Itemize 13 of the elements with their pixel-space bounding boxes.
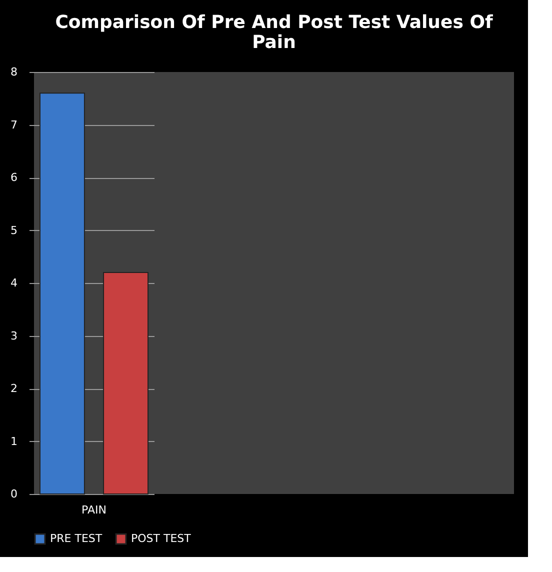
y-tick-label: 5 [10,224,18,237]
y-tick-label: 4 [10,276,18,290]
y-tick-label: 6 [10,171,18,184]
y-tick-label: 2 [10,382,18,395]
text: Comparison Of Pre And Post Test Values Of Pain [55,12,493,53]
legend-label: POST TEST [131,532,192,545]
x-tick-label: PAIN [82,504,106,516]
y-tick-label: 1 [10,434,18,448]
y-tick-label: 0 [10,488,18,500]
y-tick-label: 7 [10,118,18,132]
y-tick-label: 8 [10,66,18,78]
legend-label: PRE TEST [50,532,102,545]
y-tick-label: 3 [10,329,18,342]
